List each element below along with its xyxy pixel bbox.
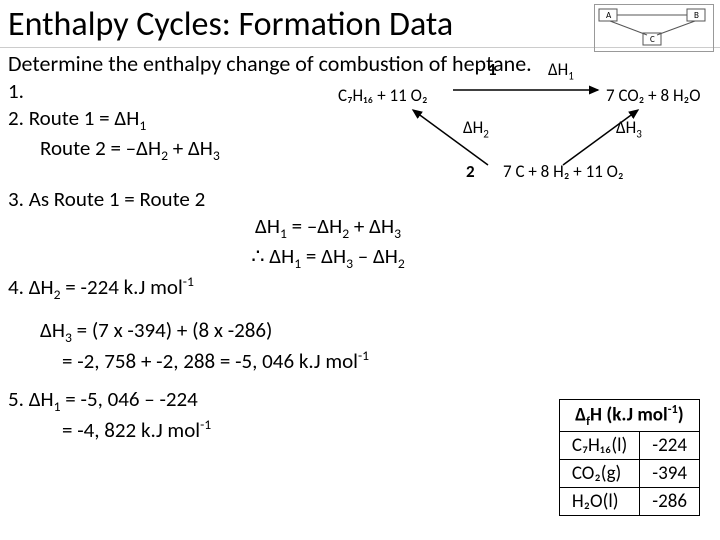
- table-row: H₂O(l)-286: [559, 488, 699, 516]
- diagram-dh2: ΔH2: [463, 117, 489, 140]
- step-4: 4. ΔH2 = -224 k.J mol-1: [8, 273, 712, 303]
- diagram-right-species: 7 CO₂ + 8 H₂O: [606, 85, 701, 106]
- hess-cycle-diagram: 1 ΔH1 C₇H₁₆ + 11 O₂ 7 CO₂ + 8 H₂O ΔH2 ΔH…: [338, 65, 708, 205]
- diagram-top-num: 1: [488, 59, 497, 80]
- svg-text:C: C: [650, 34, 655, 45]
- table-row: C₇H₁₆(l)-224: [559, 432, 699, 460]
- svg-text:B: B: [694, 10, 699, 21]
- dh3-line-b: = -2, 758 + -2, 288 = -5, 046 k.J mol-1: [8, 347, 712, 374]
- svg-text:A: A: [606, 10, 612, 21]
- formation-data-table: ΔfH (k.J mol-1) C₇H₁₆(l)-224 CO₂(g)-394 …: [559, 399, 700, 516]
- table-header: ΔfH (k.J mol-1): [559, 399, 699, 431]
- diagram-left-species: C₇H₁₆ + 11 O₂: [338, 85, 428, 106]
- equation-block: ΔH1 = –ΔH2 + ΔH3 ∴ ΔH1 = ΔH3 – ΔH2: [138, 213, 518, 271]
- table-row: CO₂(g)-394: [559, 460, 699, 488]
- diagram-dh3: ΔH3: [616, 117, 642, 140]
- diagram-bottom-num: 2: [466, 161, 475, 182]
- diagram-bottom-species: 7 C + 8 H₂ + 11 O₂: [503, 161, 624, 182]
- dh3-line-a: ΔH3 = (7 x -394) + (8 x -286): [8, 317, 712, 346]
- diagram-dh1: ΔH1: [548, 59, 574, 82]
- hess-cycle-thumbnail: A B C: [594, 4, 714, 52]
